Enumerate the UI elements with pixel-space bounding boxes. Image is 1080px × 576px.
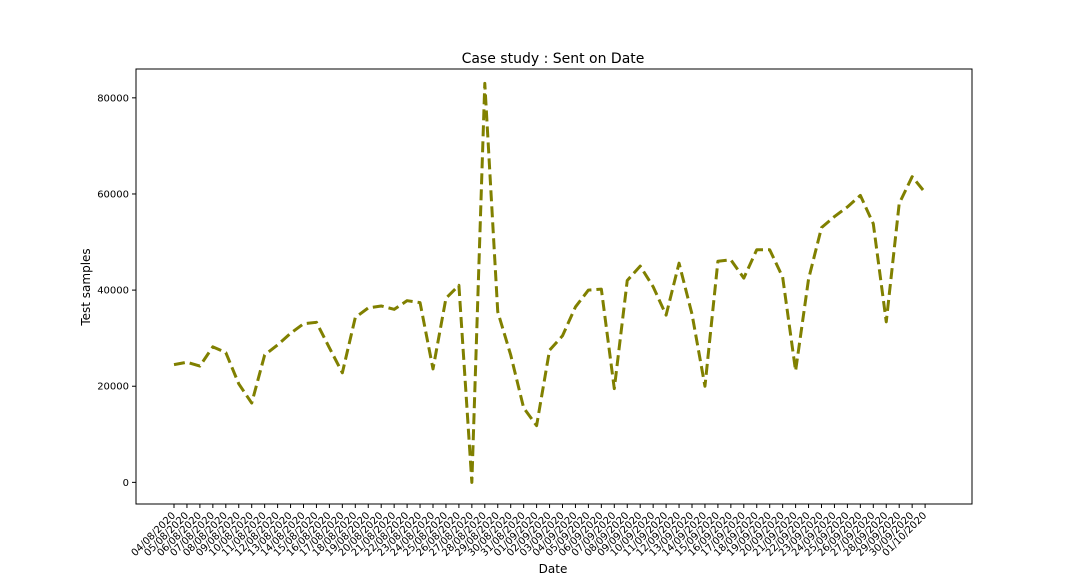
y-tick-label: 0	[123, 478, 129, 489]
chart-title: Case study : Sent on Date	[462, 51, 645, 67]
plot-frame	[135, 68, 973, 505]
plot-area: 02000040000600008000004/08/202005/08/202…	[97, 81, 929, 559]
y-tick-label: 40000	[97, 286, 129, 297]
y-tick-label: 80000	[97, 93, 129, 104]
y-axis-label: Test samples	[79, 248, 93, 326]
series-line	[173, 81, 927, 484]
y-tick-label: 60000	[97, 189, 129, 200]
y-tick-label: 20000	[97, 382, 129, 393]
x-axis-label: Date	[539, 562, 568, 576]
